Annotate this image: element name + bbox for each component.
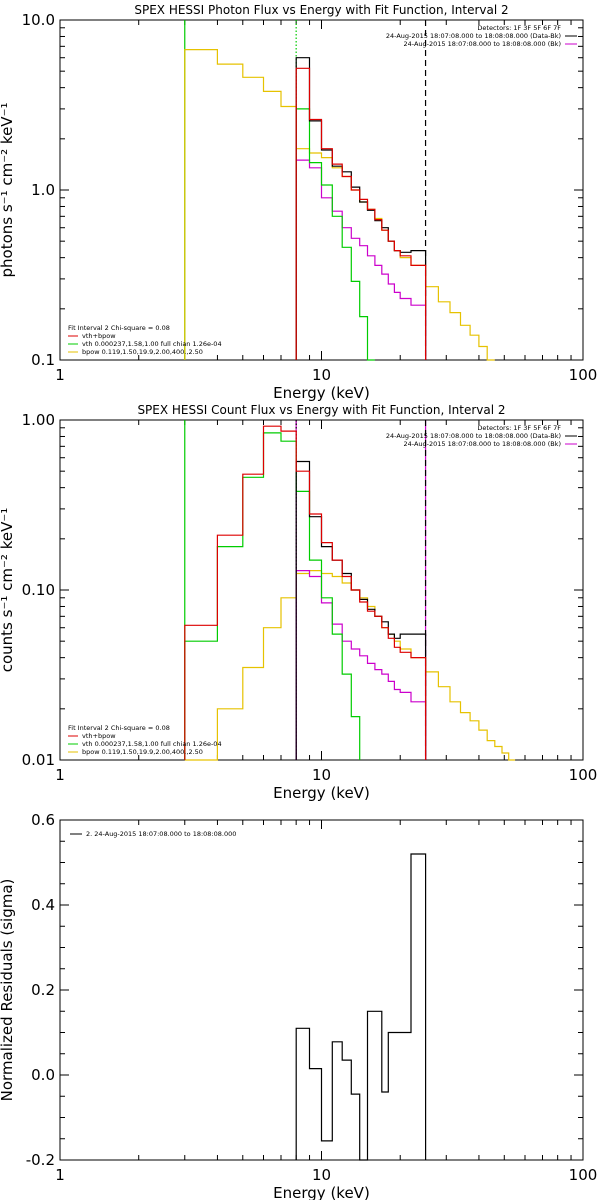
chart-panel-1: 1 10 100 0.1 1.0 10.0 SPEX HESSI Photon Flux v… xyxy=(0,3,597,402)
series-vth-line xyxy=(295,108,375,361)
x-axis-label: Energy (keV) xyxy=(273,384,370,402)
y-tick-label: 10.0 xyxy=(22,11,55,29)
legend-entry: 24-Aug-2015 18:07:08.000 to 18:08:08.000… xyxy=(404,40,561,48)
x-tick-label: 1 xyxy=(55,1166,65,1184)
series-bk-line xyxy=(295,570,427,760)
series-bk-line xyxy=(295,159,427,360)
y-tick-label: 0.01 xyxy=(22,751,55,769)
y-tick-label: 0.1 xyxy=(31,351,55,369)
y-tick-label: 0.0 xyxy=(31,1066,55,1084)
series-2-24-aug-2015-18-07-08-000-to-18-08-08-000-line xyxy=(295,853,427,1161)
chart-panel-3: 1 10 100 -0.2 0.0 0.2 0.4 0.6 Energy (keV) Normal… xyxy=(0,811,597,1200)
x-tick-label: 1 xyxy=(55,766,65,784)
series-vth-bpow-line xyxy=(295,67,427,360)
y-tick-label: 0.2 xyxy=(31,981,55,999)
x-axis-label: Energy (keV) xyxy=(273,1184,370,1200)
y-axis-label: photons s⁻¹ cm⁻² keV⁻¹ xyxy=(0,103,16,278)
legend-entry: bpow 0.119,1.50,19.9,2.00,400.,2.50 xyxy=(82,748,203,756)
y-tick-label: 1.0 xyxy=(31,181,55,199)
chart-title: SPEX HESSI Photon Flux vs Energy with Fi… xyxy=(134,3,508,17)
legend-entry: vth 0.000237,1.58,1.00 full chian 1.26e-… xyxy=(82,340,222,348)
legend-entry: Detectors: 1F 3F 5F 6F 7F xyxy=(477,424,561,432)
x-tick-label: 1 xyxy=(55,366,65,384)
legend-entry: 24-Aug-2015 18:07:08.000 to 18:08:08.000… xyxy=(386,32,561,40)
legend-entry: vth+bpow xyxy=(82,332,116,340)
y-axis-label: Normalized Residuals (sigma) xyxy=(0,879,16,1102)
legend-entry: Detectors: 1F 3F 5F 6F 7F xyxy=(477,24,561,32)
x-tick-label: 100 xyxy=(569,766,598,784)
y-tick-label: 0.10 xyxy=(22,581,55,599)
x-tick-label: 100 xyxy=(569,366,598,384)
x-axis-label: Energy (keV) xyxy=(273,784,370,802)
legend-entry: 2. 24-Aug-2015 18:07:08.000 to 18:08:08.… xyxy=(86,830,236,838)
series-data-line xyxy=(295,57,427,360)
chart-title: SPEX HESSI Count Flux vs Energy with Fit… xyxy=(137,403,505,417)
legend-entry: vth+bpow xyxy=(82,732,116,740)
x-tick-label: 10 xyxy=(312,1166,331,1184)
legend-entry: Fit Interval 2 Chi-square = 0.08 xyxy=(68,724,170,732)
x-tick-label: 10 xyxy=(312,766,331,784)
legend-entry: vth 0.000237,1.58,1.00 full chian 1.26e-… xyxy=(82,740,222,748)
y-axis-label: counts s⁻¹ cm⁻² keV⁻¹ xyxy=(0,508,16,673)
legend-entry: Fit Interval 2 Chi-square = 0.08 xyxy=(68,324,170,332)
series-bpow-line xyxy=(184,49,495,361)
y-tick-label: -0.2 xyxy=(26,1151,55,1169)
y-tick-label: 0.6 xyxy=(31,811,55,829)
x-tick-label: 10 xyxy=(312,366,331,384)
x-tick-label: 100 xyxy=(569,1166,598,1184)
legend-entry: 24-Aug-2015 18:07:08.000 to 18:08:08.000… xyxy=(404,440,561,448)
y-tick-label: 0.4 xyxy=(31,896,55,914)
series-vth-bpow-line xyxy=(184,425,427,760)
series-vth-line xyxy=(184,432,361,760)
legend-entry: bpow 0.119,1.50,19.9,2.00,400.,2.50 xyxy=(82,348,203,356)
y-tick-label: 1.00 xyxy=(22,411,55,429)
chart-panel-2: 1 10 100 0.01 0.10 1.00 SPEX HESSI Count Flux … xyxy=(0,403,597,802)
series-bpow-line xyxy=(184,570,516,761)
legend-entry: 24-Aug-2015 18:07:08.000 to 18:08:08.000… xyxy=(386,432,561,440)
series-data-line xyxy=(295,460,427,760)
